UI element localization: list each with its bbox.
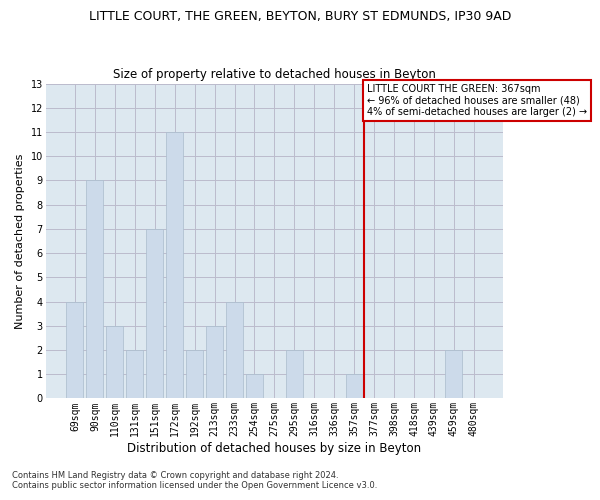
Bar <box>86 180 103 398</box>
Bar <box>445 350 463 399</box>
Bar <box>186 350 203 399</box>
Bar <box>286 350 303 399</box>
Bar <box>106 326 124 398</box>
Bar <box>246 374 263 398</box>
Bar <box>127 350 143 399</box>
Bar <box>67 302 83 398</box>
X-axis label: Distribution of detached houses by size in Beyton: Distribution of detached houses by size … <box>127 442 421 455</box>
Bar <box>146 229 163 398</box>
Bar <box>346 374 362 398</box>
Text: LITTLE COURT THE GREEN: 367sqm
← 96% of detached houses are smaller (48)
4% of s: LITTLE COURT THE GREEN: 367sqm ← 96% of … <box>367 84 587 117</box>
Title: Size of property relative to detached houses in Beyton: Size of property relative to detached ho… <box>113 68 436 81</box>
Bar <box>166 132 183 398</box>
Text: LITTLE COURT, THE GREEN, BEYTON, BURY ST EDMUNDS, IP30 9AD: LITTLE COURT, THE GREEN, BEYTON, BURY ST… <box>89 10 511 23</box>
Y-axis label: Number of detached properties: Number of detached properties <box>15 154 25 328</box>
Text: Contains HM Land Registry data © Crown copyright and database right 2024.
Contai: Contains HM Land Registry data © Crown c… <box>12 470 377 490</box>
Bar <box>226 302 243 398</box>
Bar <box>206 326 223 398</box>
